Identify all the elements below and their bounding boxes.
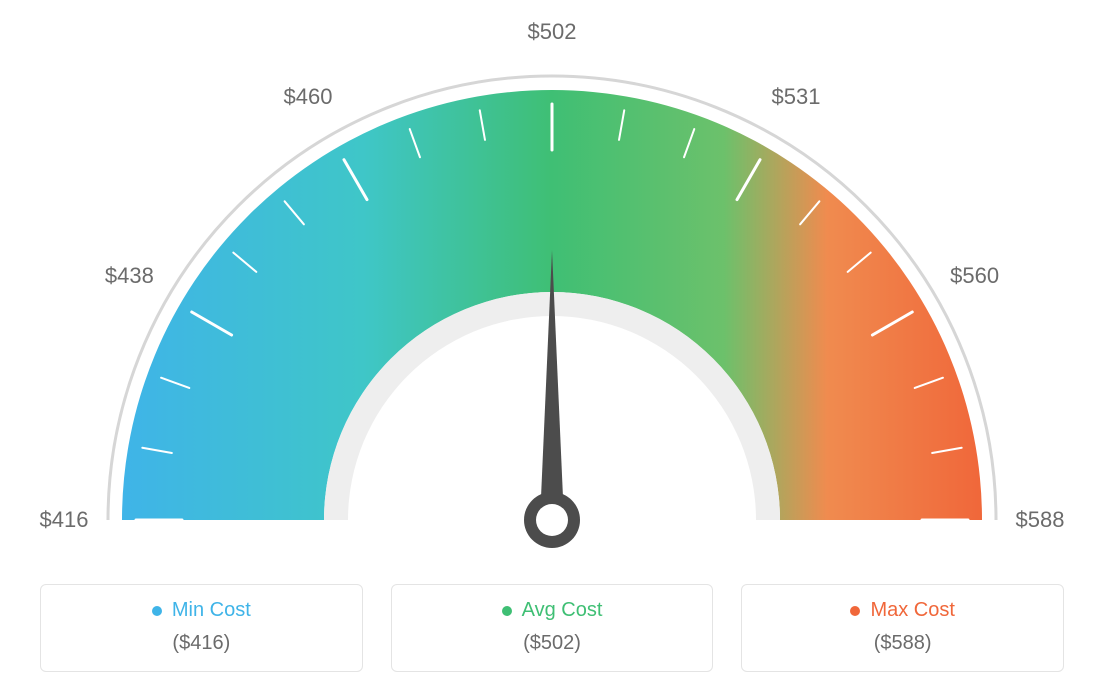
gauge-tick-label: $560 xyxy=(950,263,999,289)
legend-value-min: ($416) xyxy=(51,632,352,655)
legend-dot-min xyxy=(152,606,162,616)
legend-dot-max xyxy=(850,606,860,616)
legend-label-avg: Avg Cost xyxy=(522,599,603,622)
legend-card-min: Min Cost ($416) xyxy=(40,584,363,672)
gauge-tick-label: $460 xyxy=(284,84,333,110)
legend-label-min: Min Cost xyxy=(172,599,251,622)
legend-card-avg: Avg Cost ($502) xyxy=(391,584,714,672)
gauge-tick-label: $588 xyxy=(1016,507,1065,533)
gauge-tick-label: $416 xyxy=(40,507,89,533)
legend-dot-avg xyxy=(502,606,512,616)
legend-label-max: Max Cost xyxy=(870,599,954,622)
legend-row: Min Cost ($416) Avg Cost ($502) Max Cost… xyxy=(0,584,1104,672)
legend-value-avg: ($502) xyxy=(402,632,703,655)
legend-value-max: ($588) xyxy=(752,632,1053,655)
legend-card-max: Max Cost ($588) xyxy=(741,584,1064,672)
cost-gauge: $416 $438 $460 $502 $531 $560 $588 xyxy=(0,0,1104,560)
gauge-tick-label: $438 xyxy=(105,263,154,289)
gauge-hub-inner xyxy=(536,504,568,536)
gauge-tick-label: $531 xyxy=(772,84,821,110)
gauge-svg xyxy=(0,0,1104,560)
gauge-tick-label: $502 xyxy=(528,19,577,45)
